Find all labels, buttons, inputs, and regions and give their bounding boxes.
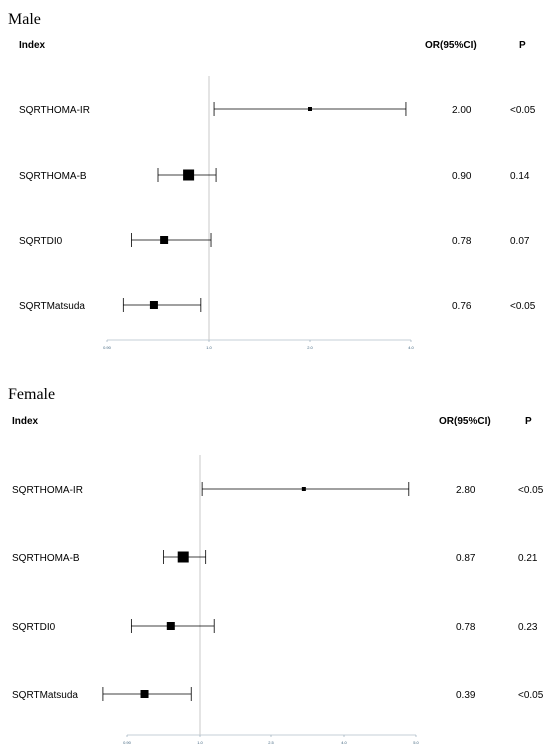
female-row: SQRTMatsuda 0.39 <0.05 [12,687,544,701]
female-panel: Female Index OR(95%CI) P 0.90 1.0 2.5 4.0 5.… [8,386,544,745]
female-row-label: SQRTHOMA-IR [12,485,83,496]
male-point-marker [308,107,312,111]
female-or-value: 2.80 [456,485,476,496]
male-point-marker [149,301,158,309]
male-x-tick-label: 2.0 [307,345,313,350]
male-or-value: 0.90 [452,171,472,182]
female-x-tick-label: 5.0 [413,740,419,745]
female-header-index: Index [12,416,39,427]
male-p-value: 0.07 [510,236,530,247]
male-or-value: 2.00 [452,105,472,116]
male-panel-title: Male [8,11,41,28]
male-x-tick-label: 0.90 [103,345,112,350]
female-or-value: 0.78 [456,622,476,633]
male-header-index: Index [19,40,46,51]
male-row-label: SQRTHOMA-IR [19,105,90,116]
female-or-value: 0.87 [456,553,476,564]
female-row: SQRTHOMA-B 0.87 0.21 [12,550,538,564]
male-x-tick-label: 4.0 [408,345,414,350]
male-p-value: 0.14 [510,171,530,182]
male-p-value: <0.05 [510,301,536,312]
male-row: SQRTHOMA-IR 2.00 <0.05 [19,102,536,116]
male-panel: Male Index OR(95%CI) P 0.90 1.0 2.0 4.0 SQRT… [8,11,536,350]
male-point-marker [183,169,195,181]
male-or-value: 0.78 [452,236,472,247]
female-p-value: <0.05 [518,485,544,496]
female-x-tick-label: 0.90 [123,740,132,745]
male-row-label: SQRTMatsuda [19,301,85,312]
female-header-or: OR(95%CI) [439,416,491,427]
female-point-marker [177,551,189,563]
female-row: SQRTDI0 0.78 0.23 [12,619,538,633]
female-x-tick-label: 1.0 [197,740,203,745]
male-p-value: <0.05 [510,105,536,116]
female-p-value: 0.21 [518,553,538,564]
female-panel-title: Female [8,386,55,403]
female-row-label: SQRTMatsuda [12,690,78,701]
male-row-label: SQRTHOMA-B [19,171,87,182]
male-row: SQRTDI0 0.78 0.07 [19,233,530,247]
male-point-marker [160,236,169,244]
female-x-tick-label: 4.0 [341,740,347,745]
female-or-value: 0.39 [456,690,476,701]
male-header-p: P [519,40,526,51]
female-header-p: P [525,416,532,427]
female-row-label: SQRTDI0 [12,622,56,633]
male-or-value: 0.76 [452,301,472,312]
male-x-tick-label: 1.0 [206,345,212,350]
female-p-value: 0.23 [518,622,538,633]
male-row: SQRTMatsuda 0.76 <0.05 [19,298,536,312]
female-row-label: SQRTHOMA-B [12,553,80,564]
female-point-marker [301,487,306,491]
male-row: SQRTHOMA-B 0.90 0.14 [19,168,530,182]
male-header-or: OR(95%CI) [425,40,477,51]
female-point-marker [140,690,149,698]
female-p-value: <0.05 [518,690,544,701]
female-row: SQRTHOMA-IR 2.80 <0.05 [12,482,544,496]
female-point-marker [166,622,175,630]
female-x-tick-label: 2.5 [268,740,274,745]
male-row-label: SQRTDI0 [19,236,63,247]
